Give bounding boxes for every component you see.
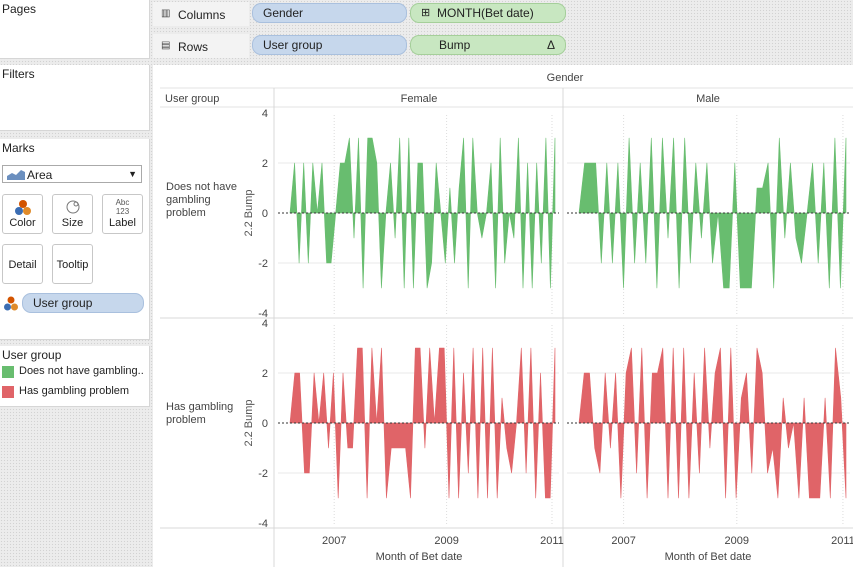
- color-button[interactable]: Color: [2, 194, 43, 234]
- y-tick-label: 2: [262, 158, 268, 170]
- columns-pill-gender[interactable]: Gender: [252, 3, 407, 23]
- viz-area[interactable]: Gender User group Female Male Does not h…: [160, 65, 853, 567]
- y-tick-label: -2: [258, 468, 268, 480]
- tooltip-button[interactable]: Tooltip: [52, 244, 93, 284]
- x-tick-label: 2009: [725, 535, 749, 547]
- rows-pill-user-group[interactable]: User group: [252, 35, 407, 55]
- y-tick-label: -4: [258, 308, 268, 320]
- x-tick-label: 2007: [611, 535, 635, 547]
- color-field-icon: [4, 296, 18, 311]
- color-field-label: User group: [33, 296, 93, 310]
- size-button[interactable]: Size: [52, 194, 93, 234]
- shelves-area: ▥ Columns ▤ Rows Gender ⊞ MONTH(Bet date…: [153, 0, 853, 65]
- x-tick-label: 2011: [540, 535, 564, 547]
- legend-swatch: [2, 366, 14, 378]
- col-header-male[interactable]: Male: [696, 93, 720, 105]
- y-axis-title: 2.2 Bump: [243, 189, 255, 236]
- label-icon: Abc 123: [115, 198, 130, 216]
- pages-title: Pages: [2, 2, 37, 16]
- legend-title: User group: [2, 348, 62, 362]
- row-header-line: Does not have: [166, 181, 237, 193]
- rows-shelf-label: ▤ Rows: [153, 34, 249, 58]
- rows-label: Rows: [178, 40, 209, 54]
- y-axis-title: 2.2 Bump: [243, 399, 255, 446]
- y-tick-label: 0: [262, 418, 268, 430]
- area-chart-panels[interactable]: Gender User group Female Male Does not h…: [160, 65, 853, 567]
- y-tick-label: 0: [262, 208, 268, 220]
- pill-label: User group: [263, 38, 323, 52]
- size-icon: [66, 200, 80, 214]
- marks-title: Marks: [2, 141, 35, 155]
- detail-button[interactable]: Detail: [2, 244, 43, 284]
- filters-card[interactable]: Filters: [0, 65, 150, 131]
- x-tick-label: 2009: [434, 535, 458, 547]
- row-header-line: Has gambling: [166, 401, 233, 413]
- legend-item-label: Does not have gambling..: [19, 365, 144, 377]
- color-icon: [15, 200, 31, 215]
- columns-pill-month[interactable]: ⊞ MONTH(Bet date): [410, 3, 566, 23]
- chevron-down-icon: ▼: [128, 169, 137, 179]
- y-tick-label: 2: [262, 368, 268, 380]
- color-button-label: Color: [9, 217, 36, 229]
- legend-item[interactable]: Does not have gambling..: [0, 363, 148, 381]
- rows-icon: ▤: [161, 40, 171, 51]
- columns-label: Columns: [178, 8, 226, 22]
- label-button[interactable]: Abc 123 Label: [102, 194, 143, 234]
- pill-label: Bump: [439, 38, 471, 52]
- x-axis-title: Month of Bet date: [665, 551, 752, 563]
- legend-swatch: [2, 386, 14, 398]
- row-header-line: gambling: [166, 194, 211, 206]
- x-tick-label: 2011: [831, 535, 853, 547]
- pill-label: Gender: [263, 6, 304, 20]
- col-header-title: Gender: [547, 72, 584, 84]
- label-button-label: Label: [109, 217, 136, 229]
- filters-title: Filters: [2, 67, 35, 81]
- detail-button-label: Detail: [8, 259, 37, 271]
- marks-card: Marks Area ▼ Color Size Abc 123 L: [0, 139, 150, 340]
- row-header-title: User group: [165, 93, 219, 105]
- x-axis-title: Month of Bet date: [376, 551, 463, 563]
- mark-type-label: Area: [27, 168, 53, 182]
- row-header-line: problem: [166, 414, 206, 426]
- y-tick-label: -2: [258, 258, 268, 270]
- size-button-label: Size: [61, 217, 84, 229]
- left-panel: Pages Filters Marks Area ▼ Color Si: [0, 0, 153, 567]
- x-tick-label: 2007: [322, 535, 346, 547]
- legend-card: User group Does not have gambling.. Has …: [0, 346, 150, 407]
- legend-item[interactable]: Has gambling problem: [0, 383, 148, 401]
- legend-item-label: Has gambling problem: [19, 385, 130, 397]
- y-tick-label: 4: [262, 108, 268, 120]
- chart-panels: [278, 115, 850, 525]
- columns-shelf-label: ▥ Columns: [153, 2, 249, 26]
- expand-icon[interactable]: ⊞: [421, 7, 431, 19]
- area-chart-icon: [7, 170, 25, 180]
- mark-type-dropdown[interactable]: Area ▼: [2, 165, 142, 183]
- rows-pill-bump[interactable]: Bump Δ: [410, 35, 566, 55]
- row-header-line: problem: [166, 207, 206, 219]
- pill-label: MONTH(Bet date): [437, 6, 534, 20]
- pages-card: Pages: [0, 0, 150, 59]
- y-tick-label: 4: [262, 318, 268, 330]
- delta-icon: Δ: [546, 38, 555, 52]
- columns-icon: ▥: [161, 8, 171, 19]
- color-field-pill[interactable]: User group: [22, 293, 144, 313]
- tooltip-button-label: Tooltip: [56, 259, 89, 271]
- y-tick-label: -4: [258, 518, 268, 530]
- col-header-female[interactable]: Female: [401, 93, 438, 105]
